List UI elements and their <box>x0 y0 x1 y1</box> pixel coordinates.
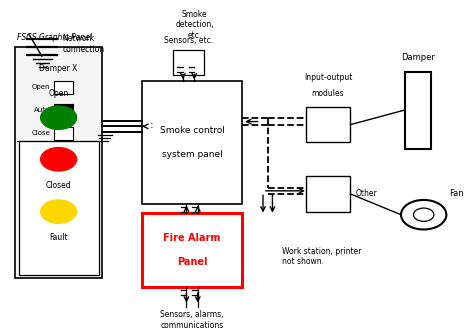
Circle shape <box>401 200 447 229</box>
Text: Damper X: Damper X <box>39 64 78 73</box>
Text: Smoke
detection,
etc.: Smoke detection, etc. <box>175 10 214 40</box>
Circle shape <box>41 148 76 171</box>
Bar <box>54 104 73 117</box>
Text: Damper: Damper <box>401 53 435 62</box>
Circle shape <box>41 200 76 223</box>
Text: Panel: Panel <box>177 257 207 267</box>
Text: Sensors, etc.: Sensors, etc. <box>164 36 213 45</box>
Bar <box>143 213 242 287</box>
Text: Closed: Closed <box>46 181 72 190</box>
Text: :: : <box>150 120 154 130</box>
Text: Other: Other <box>355 189 377 198</box>
Text: Fault: Fault <box>49 233 68 242</box>
Text: Fire Alarm: Fire Alarm <box>164 233 221 243</box>
Text: Auto: Auto <box>34 107 50 113</box>
Bar <box>54 81 73 94</box>
Circle shape <box>41 106 76 129</box>
Bar <box>143 81 242 204</box>
Text: Open: Open <box>48 89 69 98</box>
Text: FSCS Graphic Panel: FSCS Graphic Panel <box>17 33 92 42</box>
Bar <box>173 50 204 75</box>
Text: Fan: Fan <box>449 189 464 198</box>
Bar <box>306 176 350 212</box>
Text: Work station, printer
not shown.: Work station, printer not shown. <box>282 247 361 266</box>
Text: system panel: system panel <box>162 150 222 159</box>
Bar <box>405 72 431 148</box>
Text: Close: Close <box>31 130 50 136</box>
Bar <box>15 47 102 278</box>
Text: modules: modules <box>312 88 344 98</box>
Text: Input-output: Input-output <box>304 73 352 82</box>
Text: Sensors, alarms,
communications: Sensors, alarms, communications <box>160 310 224 330</box>
Bar <box>306 107 350 142</box>
Text: Open: Open <box>32 84 50 90</box>
Circle shape <box>413 208 434 221</box>
Bar <box>54 127 73 140</box>
Bar <box>18 141 99 275</box>
Text: Smoke control: Smoke control <box>160 125 225 135</box>
Text: Network
connection: Network connection <box>62 34 104 53</box>
